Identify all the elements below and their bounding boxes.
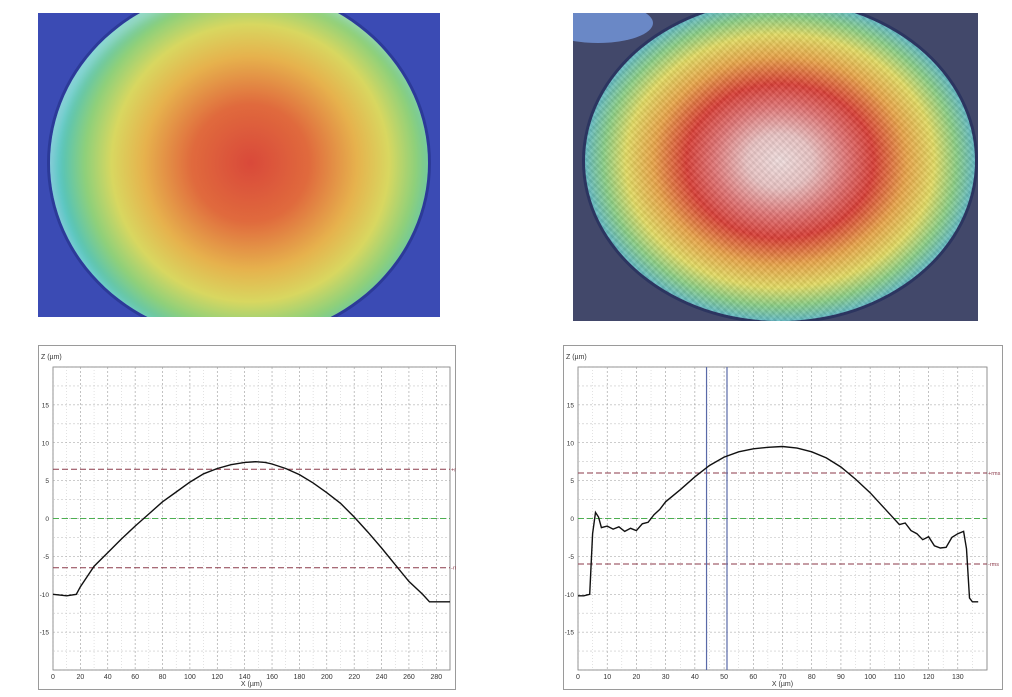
x-tick-label: 160 [266, 674, 278, 681]
y-tick-label: 15 [42, 402, 50, 409]
chart-frame [563, 345, 1003, 690]
x-tick-label: 80 [808, 674, 816, 681]
y-tick-label: -10 [40, 592, 50, 599]
y-tick-label: 10 [567, 440, 575, 447]
height-map-disc [585, 13, 975, 321]
x-tick-label: 50 [720, 674, 728, 681]
surface-image-rough [573, 13, 978, 321]
y-tick-label: -5 [568, 554, 574, 561]
x-tick-label: 110 [894, 674, 905, 681]
adjacent-feature [573, 13, 653, 43]
y-axis-label: Z (µm) [41, 354, 62, 361]
y-tick-label: 5 [570, 478, 574, 485]
x-tick-label: 100 [864, 674, 876, 681]
x-tick-label: 200 [321, 674, 333, 681]
y-tick-label: -15 [565, 630, 575, 637]
y-tick-label: 0 [570, 516, 574, 523]
x-tick-label: 140 [239, 674, 251, 681]
reference-label: +rms [451, 467, 456, 473]
profile-line [578, 445, 979, 603]
y-tick-label: -10 [565, 592, 575, 599]
y-tick-label: 5 [45, 478, 49, 485]
x-tick-label: 220 [348, 674, 360, 681]
x-tick-label: 30 [662, 674, 670, 681]
x-tick-label: 130 [952, 674, 964, 681]
x-tick-label: 280 [430, 674, 442, 681]
x-axis-label: X (µm) [241, 681, 262, 688]
x-axis-label: X (µm) [772, 681, 793, 688]
x-tick-label: 100 [184, 674, 196, 681]
x-tick-label: 20 [633, 674, 641, 681]
x-tick-label: 0 [576, 674, 580, 681]
x-tick-label: 60 [131, 674, 139, 681]
x-tick-label: 120 [923, 674, 935, 681]
x-tick-label: 0 [51, 674, 55, 681]
reference-label: +rms [988, 471, 1001, 477]
reference-label: -rms [988, 562, 999, 568]
chart-frame [38, 345, 456, 690]
y-tick-label: 10 [42, 440, 50, 447]
x-tick-label: 40 [104, 674, 112, 681]
surface-image-smooth [38, 13, 440, 317]
profile-chart-left: Z (µm) X (µm) +rms-rms 02040608010012014… [38, 345, 456, 690]
profile-line [52, 460, 450, 603]
height-map-disc [50, 13, 428, 317]
x-tick-label: 80 [159, 674, 167, 681]
x-tick-label: 10 [603, 674, 611, 681]
x-tick-label: 180 [294, 674, 306, 681]
surface-texture [585, 13, 975, 321]
y-axis-label: Z (µm) [566, 354, 587, 361]
profile-chart-right: Z (µm) X (µm) +rms-rms 0 10 20 30 40 50 60 70 80… [563, 345, 1003, 690]
x-tick-label: 120 [211, 674, 223, 681]
x-tick-label: 40 [691, 674, 699, 681]
y-tick-label: 15 [567, 402, 575, 409]
x-tick-label: 70 [779, 674, 787, 681]
x-tick-label: 240 [376, 674, 388, 681]
reference-label: -rms [451, 566, 456, 572]
x-tick-label: 260 [403, 674, 415, 681]
y-tick-label: -5 [43, 554, 49, 561]
x-tick-label: 90 [837, 674, 845, 681]
y-tick-label: 0 [45, 516, 49, 523]
x-tick-label: 20 [76, 674, 84, 681]
x-tick-label: 60 [749, 674, 757, 681]
y-tick-label: -15 [40, 630, 50, 637]
